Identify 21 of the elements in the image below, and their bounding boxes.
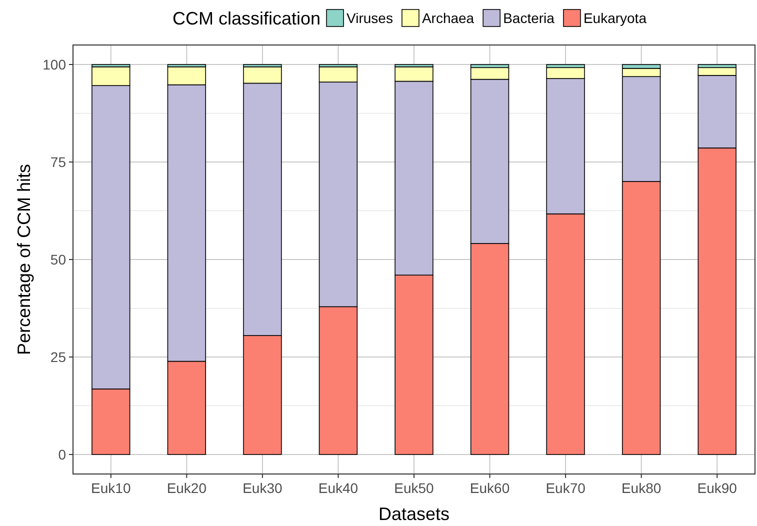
x-tick-label: Euk90 bbox=[697, 480, 738, 496]
legend-label: Eukaryota bbox=[583, 10, 647, 26]
legend-label: Viruses bbox=[346, 10, 393, 26]
x-tick-label: Euk40 bbox=[318, 480, 358, 496]
x-tick-label: Euk30 bbox=[242, 480, 283, 496]
y-tick-label: 50 bbox=[50, 251, 66, 268]
x-tick-label: Euk70 bbox=[546, 480, 586, 496]
x-tick-label: Euk20 bbox=[166, 480, 207, 496]
y-axis-title: Percentage of CCM hits bbox=[14, 164, 34, 356]
x-tick-label: Euk10 bbox=[91, 480, 131, 496]
legend-label: Bacteria bbox=[503, 10, 555, 26]
x-tick-label: Euk60 bbox=[470, 480, 510, 496]
x-tick-label: Euk80 bbox=[621, 480, 662, 496]
legend-label: Archaea bbox=[422, 10, 474, 26]
y-tick-label: 100 bbox=[42, 56, 66, 72]
y-tick-label: 75 bbox=[50, 154, 66, 170]
y-tick-label: 25 bbox=[50, 348, 66, 365]
x-tick-label: Euk50 bbox=[394, 480, 434, 496]
x-axis-title: Datasets bbox=[378, 504, 450, 524]
y-tick-label: 0 bbox=[58, 446, 66, 462]
legend-title: CCM classification bbox=[172, 8, 321, 28]
